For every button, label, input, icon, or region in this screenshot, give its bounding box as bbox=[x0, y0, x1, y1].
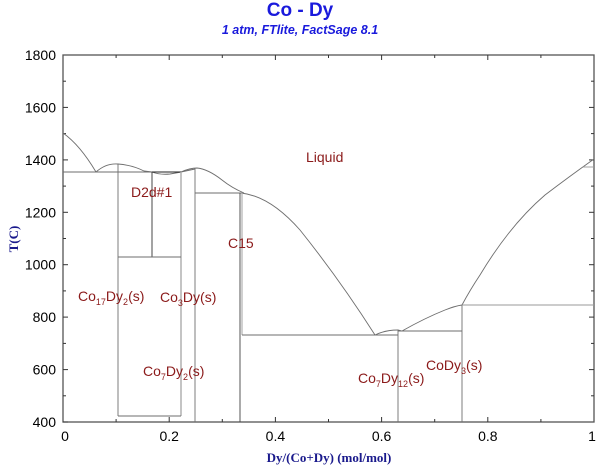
phase-boundaries bbox=[62, 132, 595, 422]
y-axis-ticks bbox=[63, 80, 594, 423]
svg-text:1000: 1000 bbox=[25, 257, 56, 273]
svg-text:1400: 1400 bbox=[25, 152, 56, 168]
y-tick-labels: 400 600 800 1000 1200 1400 1600 1800 bbox=[25, 47, 56, 430]
label-d2d1: D2d#1 bbox=[131, 184, 172, 200]
chart-title: Co - Dy bbox=[266, 0, 334, 21]
x-axis-title: Dy/(Co+Dy) (mol/mol) bbox=[267, 450, 392, 465]
svg-text:0: 0 bbox=[61, 428, 69, 444]
label-co7dy2: Co7Dy2(s) bbox=[143, 363, 204, 382]
y-axis-title: T(C) bbox=[6, 226, 21, 253]
label-co7dy12: Co7Dy12(s) bbox=[358, 370, 424, 389]
svg-text:1200: 1200 bbox=[25, 204, 56, 220]
svg-text:600: 600 bbox=[33, 362, 57, 378]
svg-text:0.2: 0.2 bbox=[159, 428, 179, 444]
svg-text:1800: 1800 bbox=[25, 47, 56, 63]
chart-subtitle: 1 atm, FTlite, FactSage 8.1 bbox=[221, 23, 379, 37]
svg-text:1600: 1600 bbox=[25, 99, 56, 115]
svg-text:0.8: 0.8 bbox=[478, 428, 498, 444]
svg-text:0.6: 0.6 bbox=[372, 428, 392, 444]
svg-text:1: 1 bbox=[588, 428, 596, 444]
phase-labels: Liquid D2d#1 C15 Co17Dy2(s) Co3Dy(s) Co7… bbox=[78, 149, 482, 389]
svg-text:0.4: 0.4 bbox=[266, 428, 286, 444]
label-liquid: Liquid bbox=[306, 149, 343, 165]
label-co17dy2: Co17Dy2(s) bbox=[78, 288, 144, 307]
svg-text:800: 800 bbox=[33, 309, 57, 325]
label-cody3: CoDy3(s) bbox=[426, 357, 482, 376]
x-axis-ticks bbox=[115, 55, 542, 422]
svg-text:400: 400 bbox=[33, 414, 57, 430]
label-co3dy: Co3Dy(s) bbox=[160, 289, 216, 308]
label-c15: C15 bbox=[228, 235, 254, 251]
x-tick-labels: 0 0.2 0.4 0.6 0.8 1 bbox=[61, 428, 596, 444]
